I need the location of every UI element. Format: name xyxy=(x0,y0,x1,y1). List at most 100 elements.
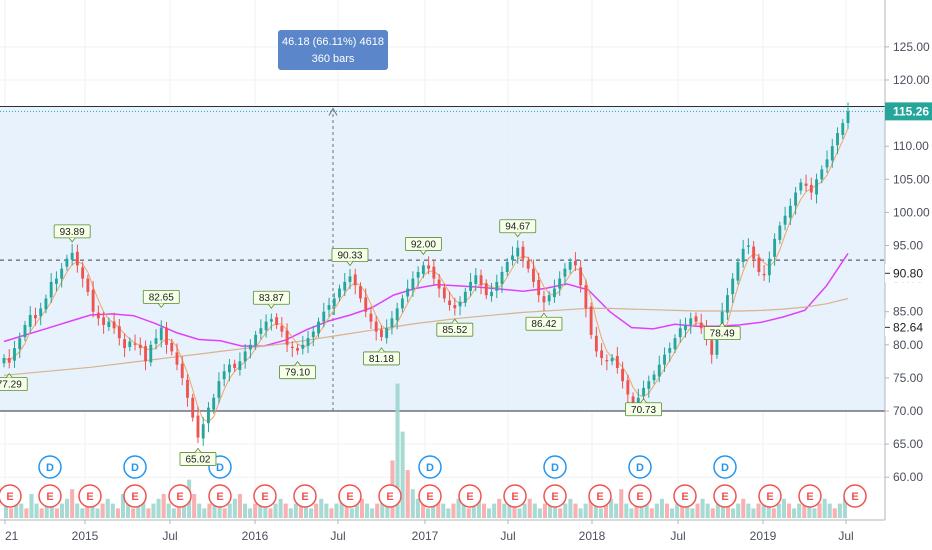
earnings-marker-label: E xyxy=(511,491,518,503)
candle-body xyxy=(757,257,761,272)
candle-body xyxy=(285,330,289,345)
volume-bar xyxy=(558,508,563,518)
candle-body xyxy=(348,276,352,282)
candle-body xyxy=(154,338,158,344)
price-tag-pointer xyxy=(294,361,301,366)
candle-body xyxy=(49,281,53,298)
volume-bar xyxy=(476,498,481,518)
volume-bar xyxy=(364,503,370,518)
volume-bar xyxy=(680,498,685,518)
candle-body xyxy=(783,215,787,225)
time-axis-tick-label: Jul xyxy=(500,529,515,543)
candle-body xyxy=(484,283,488,296)
dividend-marker xyxy=(38,455,62,479)
volume-bar xyxy=(9,508,14,518)
price-axis-tick-label: 105.00 xyxy=(893,172,930,186)
volume-bar xyxy=(781,498,786,518)
candle-body xyxy=(668,348,672,353)
volume-bar xyxy=(24,508,29,518)
candle-body xyxy=(243,351,247,362)
volume-bar xyxy=(359,498,364,518)
candle-body xyxy=(227,364,231,373)
candle-body xyxy=(778,225,782,240)
volume-bar xyxy=(283,503,288,518)
dividend-marker-label: D xyxy=(426,462,434,474)
earnings-marker-label: E xyxy=(46,491,53,503)
earnings-marker-label: E xyxy=(466,491,473,503)
candle-body xyxy=(767,258,771,276)
candle-body xyxy=(390,318,394,328)
volume-bar xyxy=(705,503,710,518)
axis-level-marker-label: 82.64 xyxy=(893,320,923,334)
candle-body xyxy=(112,321,116,329)
volume-bar xyxy=(436,498,441,518)
earnings-marker xyxy=(168,484,192,508)
axis-level-marker-label: 90.80 xyxy=(893,266,923,280)
volume-bar xyxy=(426,508,431,518)
measure-arrow-head xyxy=(328,107,338,116)
volume-bar xyxy=(410,489,415,518)
candle-body xyxy=(799,182,803,191)
candle-body xyxy=(563,268,567,277)
volume-bar xyxy=(842,498,847,518)
candle-body xyxy=(631,396,635,407)
candle-body xyxy=(327,305,331,310)
volume-bar xyxy=(664,503,670,518)
candle-body xyxy=(385,328,389,338)
axis-level-marker xyxy=(885,318,932,337)
price-tag-label: 78.49 xyxy=(710,329,735,340)
volume-bar xyxy=(181,503,187,518)
volume-bar xyxy=(527,498,532,518)
earnings-marker xyxy=(458,484,482,508)
candle-body xyxy=(180,363,184,378)
volume-bar xyxy=(370,508,375,518)
candle-body xyxy=(636,397,640,407)
volume-bar xyxy=(578,508,583,518)
candle-body xyxy=(579,267,583,286)
candle-body xyxy=(448,300,452,306)
price-tag-pointer xyxy=(268,303,275,309)
earnings-marker-label: E xyxy=(216,491,223,503)
volume-bar xyxy=(542,503,548,518)
price-tag-label: 81.18 xyxy=(369,354,394,365)
candle-body xyxy=(458,301,462,307)
candle-body xyxy=(673,338,677,350)
candle-body xyxy=(542,296,546,303)
time-axis-tick-label: Jul xyxy=(838,529,853,543)
earnings-marker xyxy=(798,484,822,508)
candle-body xyxy=(815,179,818,195)
volume-bar xyxy=(685,503,690,518)
volume-bar xyxy=(629,508,634,518)
volume-bar xyxy=(568,498,573,518)
earnings-marker xyxy=(628,484,652,508)
candle-body xyxy=(332,298,336,307)
candle-body xyxy=(222,371,226,380)
volume-bar xyxy=(405,470,410,518)
candle-body xyxy=(380,329,383,337)
price-axis[interactable]: 60.0065.0070.0075.0080.0085.0090.0095.00… xyxy=(884,0,932,550)
volume-bar xyxy=(720,498,725,518)
time-axis-tick-label: 21 xyxy=(5,529,19,543)
candle-body xyxy=(123,339,127,349)
candle-body xyxy=(710,340,714,355)
candle-body xyxy=(217,381,221,398)
volume-bar xyxy=(207,503,212,518)
price-axis-tick-label: 80.00 xyxy=(893,338,923,352)
time-axis-tick-label: 2019 xyxy=(750,529,777,543)
candle-body xyxy=(296,348,299,351)
earnings-marker xyxy=(338,484,362,508)
volume-bar xyxy=(715,503,720,518)
volume-bar xyxy=(19,503,24,518)
price-tag-label: 94.67 xyxy=(505,222,530,233)
candle-body xyxy=(830,146,834,161)
volume-bar xyxy=(400,431,405,518)
candle-body xyxy=(589,306,593,335)
volume-bar xyxy=(90,498,95,518)
volume-bar xyxy=(232,498,237,518)
candle-body xyxy=(359,286,362,299)
time-axis[interactable]: 21 2015 Jul 2016 Jul 2017 Jul 2018 Jul 2019 Jul xyxy=(0,519,885,550)
dividend-marker-label: D xyxy=(46,462,54,474)
candle-body xyxy=(60,268,64,279)
price-axis-tick-label: 120.00 xyxy=(893,73,930,87)
